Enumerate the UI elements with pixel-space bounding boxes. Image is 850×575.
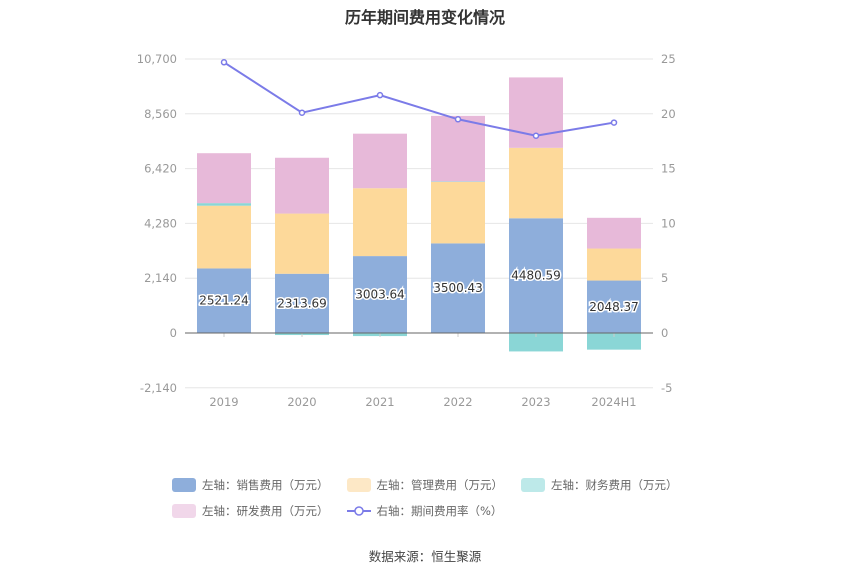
- bar-segment: [275, 157, 329, 214]
- right-axis-tick-label: 15: [661, 162, 676, 176]
- x-axis-tick-label: 2023: [521, 395, 550, 409]
- bar-segment: [431, 115, 485, 182]
- bar-segment: [587, 333, 641, 350]
- x-axis-tick-label: 2020: [287, 395, 316, 409]
- bar-segment: [587, 280, 641, 333]
- legend-swatch: [346, 478, 371, 492]
- right-axis-tick-label: 10: [661, 216, 676, 230]
- left-axis-tick-label: 10,700: [137, 52, 177, 66]
- legend-row: 左轴：销售费用（万元） 左轴：管理费用（万元） 左轴：财务费用（万元）: [172, 472, 732, 498]
- rate-point: [376, 91, 384, 99]
- legend-label: 左轴：销售费用（万元）: [202, 478, 329, 492]
- rate-point: [610, 119, 618, 126]
- bar-segment: [197, 268, 251, 333]
- bar-segment: [353, 133, 407, 189]
- right-axis-tick-label: 5: [661, 271, 668, 285]
- rate-point: [454, 116, 462, 123]
- bar-data-label: 2313.69: [277, 296, 327, 310]
- legend-swatch: [172, 504, 196, 518]
- legend-swatch: [521, 478, 545, 492]
- bar-segment: [587, 248, 641, 281]
- right-axis-tick-label: 20: [661, 107, 676, 121]
- left-axis-tick-label: 6,420: [144, 162, 177, 176]
- bar-segment: [509, 147, 563, 219]
- legend-swatch: [172, 478, 196, 492]
- right-axis-tick-label: 0: [661, 326, 668, 340]
- chart-plot: -2,140 0 2,140 4,280 6,420 8,560 10,700 -5 0 5 10 1…: [137, 52, 676, 409]
- bar-segment: [431, 243, 485, 333]
- legend-label: 左轴：财务费用（万元）: [551, 478, 678, 492]
- rate-point: [220, 59, 228, 66]
- x-axis-tick-label: 2024H1: [591, 395, 636, 409]
- bar-segment: [509, 218, 563, 333]
- bar-segment: [197, 153, 251, 204]
- bar-data-label: 3500.43: [433, 281, 483, 295]
- left-axis-tick-label: 0: [170, 326, 177, 340]
- legend-item[interactable]: 右轴：期间费用率（%）: [346, 503, 503, 519]
- bar-segment: [275, 273, 329, 333]
- bar-data-label: 3003.64: [355, 288, 405, 302]
- left-axis-tick-label: 2,140: [144, 271, 177, 285]
- legend-label: 左轴：研发费用（万元）: [202, 504, 329, 518]
- rate-point: [298, 109, 306, 116]
- bar-segment: [275, 213, 329, 274]
- legend-item[interactable]: 左轴：管理费用（万元）: [346, 477, 504, 493]
- bar-data-label: 2048.37: [589, 300, 639, 314]
- x-axis-tick-label: 2022: [443, 395, 472, 409]
- chart-legend: 左轴：销售费用（万元） 左轴：管理费用（万元） 左轴：财务费用（万元） 左轴：研发费用…: [172, 472, 732, 524]
- legend-row: 左轴：研发费用（万元） 右轴：期间费用率（%）: [172, 498, 732, 524]
- left-axis-tick-label: 4,280: [144, 216, 177, 230]
- bar-segment: [353, 188, 407, 257]
- bar-segment: [431, 181, 485, 244]
- legend-item[interactable]: 左轴：销售费用（万元）: [172, 477, 329, 493]
- bar-data-label: 4480.59: [511, 269, 561, 283]
- data-source: 数据来源：恒生聚源: [368, 549, 482, 564]
- bar-segment: [587, 217, 641, 249]
- right-axis-tick-label: 25: [661, 52, 676, 66]
- chart-title: 历年期间费用变化情况: [344, 8, 505, 27]
- bar-data-label: 2521.24: [199, 294, 249, 308]
- legend-item[interactable]: 左轴：研发费用（万元）: [172, 503, 329, 519]
- right-axis-tick-label: -5: [661, 381, 672, 395]
- bar-segment: [431, 181, 485, 182]
- bar-segment: [353, 256, 407, 333]
- rate-line: [223, 61, 615, 137]
- legend-item[interactable]: 左轴：财务费用（万元）: [521, 477, 678, 493]
- left-axis-tick-label: 8,560: [144, 107, 177, 121]
- x-axis-tick-label: 2021: [365, 395, 394, 409]
- left-axis-tick-label: -2,140: [140, 381, 177, 395]
- legend-label: 左轴：管理费用（万元）: [376, 478, 504, 492]
- legend-label: 右轴：期间费用率（%）: [376, 504, 503, 518]
- rate-point: [532, 132, 540, 139]
- x-axis-tick-label: 2019: [209, 395, 238, 409]
- legend-line-swatch: [346, 506, 371, 516]
- bar-segment: [509, 333, 563, 352]
- bar-segment: [197, 205, 251, 269]
- bar-segment: [197, 203, 251, 206]
